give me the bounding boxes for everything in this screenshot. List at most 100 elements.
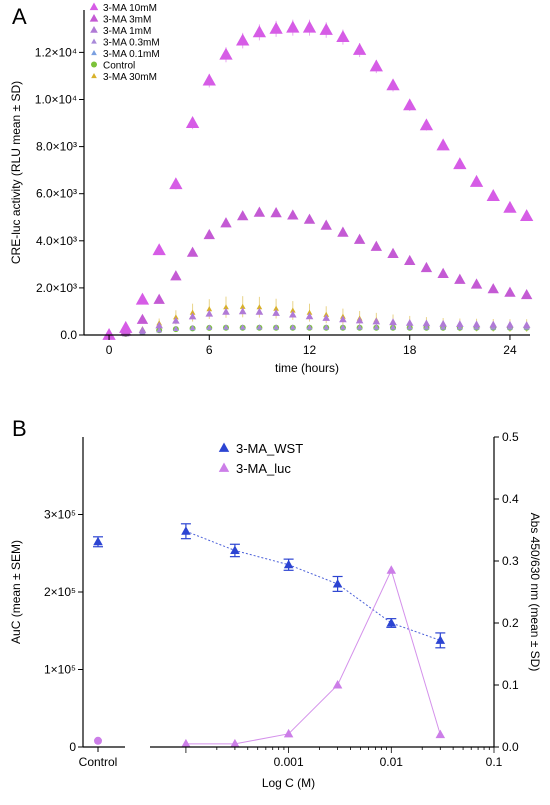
legend-marker-control [91,61,97,68]
x-tick-label: 0 [106,343,113,357]
legend-marker-3-ma-10mm [89,2,99,11]
panel-a-x-axis-label: time (hours) [275,361,339,375]
y-tick-label: 3×10⁵ [44,508,76,522]
y-tick-label-right: 0.0 [502,740,519,754]
point-3-ma-1mm [489,320,498,328]
panel-a-axes: 0.0 2.0×10³ 4.0×10³ 6.0×10³ 8.0×10³ 1.0×10⁴ 1.… [35,10,530,357]
legend-marker-3-ma-luc [218,462,230,472]
point-3-ma-30mm [273,305,279,311]
point-3-ma-3mm [487,283,499,294]
point-3-ma-1mm [339,315,347,323]
point-3-ma-10mm [469,174,484,187]
point-3-ma-3mm [454,273,466,284]
point-3-ma-3mm [270,207,282,218]
point-3-ma-10mm [403,98,417,111]
point-3-ma-0-3mm [323,324,330,330]
point-3-ma-0-3mm [273,324,279,330]
point-3-ma-3mm [370,240,383,251]
point-3-ma-10mm [219,47,233,60]
point-3-ma-1mm [255,307,264,315]
point-3-ma-30mm [189,309,196,315]
point-3-ma-10mm [236,33,250,46]
point-3-ma-0-3mm [173,325,179,331]
point-3-ma-10mm [503,200,517,213]
point-3-ma-3mm [220,217,232,228]
point-3-ma-0-3mm [356,324,363,330]
legend-marker-3-ma-0-3mm [91,38,97,44]
control-point-3-ma-luc [94,736,102,745]
point-3-ma-wst [386,618,397,627]
y-tick-label-right: 0.2 [502,616,519,630]
point-3-ma-3mm [353,233,366,244]
point-3-ma-wst [181,526,191,535]
point-3-ma-wst [435,635,446,644]
point-3-ma-30mm [239,303,246,309]
x-tick-label-control: Control [79,755,118,769]
panel-b-letter: B [12,416,27,441]
legend-label-control: Control [103,61,135,72]
point-3-ma-10mm [386,78,400,91]
point-3-ma-30mm [289,307,296,313]
point-3-ma-3mm [437,267,449,278]
point-3-ma-3mm [387,247,399,258]
point-3-ma-30mm [256,304,263,310]
point-3-ma-1mm [305,312,314,320]
point-3-ma-3mm [186,246,199,257]
legend-label-3-ma-1mm: 3-MA 1mM [103,26,151,37]
line-3-ma-wst [185,530,441,641]
point-3-ma-0-3mm [340,324,346,330]
panel-b-markers [93,526,446,748]
legend-marker-3-ma-1mm [90,26,98,33]
point-3-ma-1mm [506,320,514,328]
point-3-ma-3mm [136,313,149,324]
point-3-ma-1mm [289,310,297,318]
legend-label-3-ma-30mm: 3-MA 30mM [103,72,157,83]
point-3-ma-3mm [504,286,516,297]
point-3-ma-1mm [372,317,381,325]
panel-b-y-axis-label: AuC (mean ± SEM) [9,540,23,644]
point-3-ma-10mm [453,157,467,170]
panel-a-letter: A [12,4,27,29]
x-tick-label: 0.01 [380,755,404,769]
point-3-ma-1mm [172,316,180,324]
point-3-ma-10mm [269,21,283,34]
point-3-ma-3mm [153,293,165,304]
panel-b-legend: 3-MA_WST 3-MA_luc [218,441,303,476]
point-3-ma-3mm [320,219,332,230]
legend-marker-3-ma-0-1mm [91,50,97,56]
point-3-ma-1mm [522,321,531,328]
point-3-ma-10mm [436,138,450,151]
panel-b-lines [185,530,441,745]
legend-marker-3-ma-3mm [89,14,99,22]
point-3-ma-0-3mm [289,324,296,330]
point-3-ma-1mm [439,319,447,327]
point-3-ma-3mm [404,254,416,266]
point-3-ma-10mm [520,209,534,221]
point-3-ma-0-3mm [156,327,163,333]
y-tick-label-right: 0.4 [502,492,519,506]
x-tick-label: 6 [206,343,213,357]
point-3-ma-1mm [355,316,364,324]
point-3-ma-10mm [102,328,116,340]
point-3-ma-10mm [169,177,183,190]
x-tick-label: 24 [503,343,517,357]
legend-label-3-ma-luc: 3-MA_luc [236,461,291,476]
point-3-ma-0-3mm [189,324,196,331]
point-3-ma-0-3mm [390,324,396,330]
panel-b-axes: Control01×10⁵2×10⁵3×10⁵0.00.10.20.30.40.… [44,430,519,769]
x-tick-label: 12 [303,343,317,357]
point-3-ma-1mm [405,318,414,326]
point-3-ma-10mm [319,23,333,35]
point-3-ma-30mm [306,309,313,315]
y-tick-label: 2.0×10³ [36,281,77,295]
point-3-ma-1mm [456,320,464,327]
point-3-ma-1mm [322,314,331,321]
panel-a-y-axis-label: CRE-luc activity (RLU mean ± SD) [9,81,23,264]
point-3-ma-1mm [205,309,214,317]
y-tick-label-right: 0.5 [502,430,519,444]
point-3-ma-30mm [223,304,229,310]
x-tick-label: 18 [403,343,417,357]
panel-a-error-bars [125,19,528,335]
